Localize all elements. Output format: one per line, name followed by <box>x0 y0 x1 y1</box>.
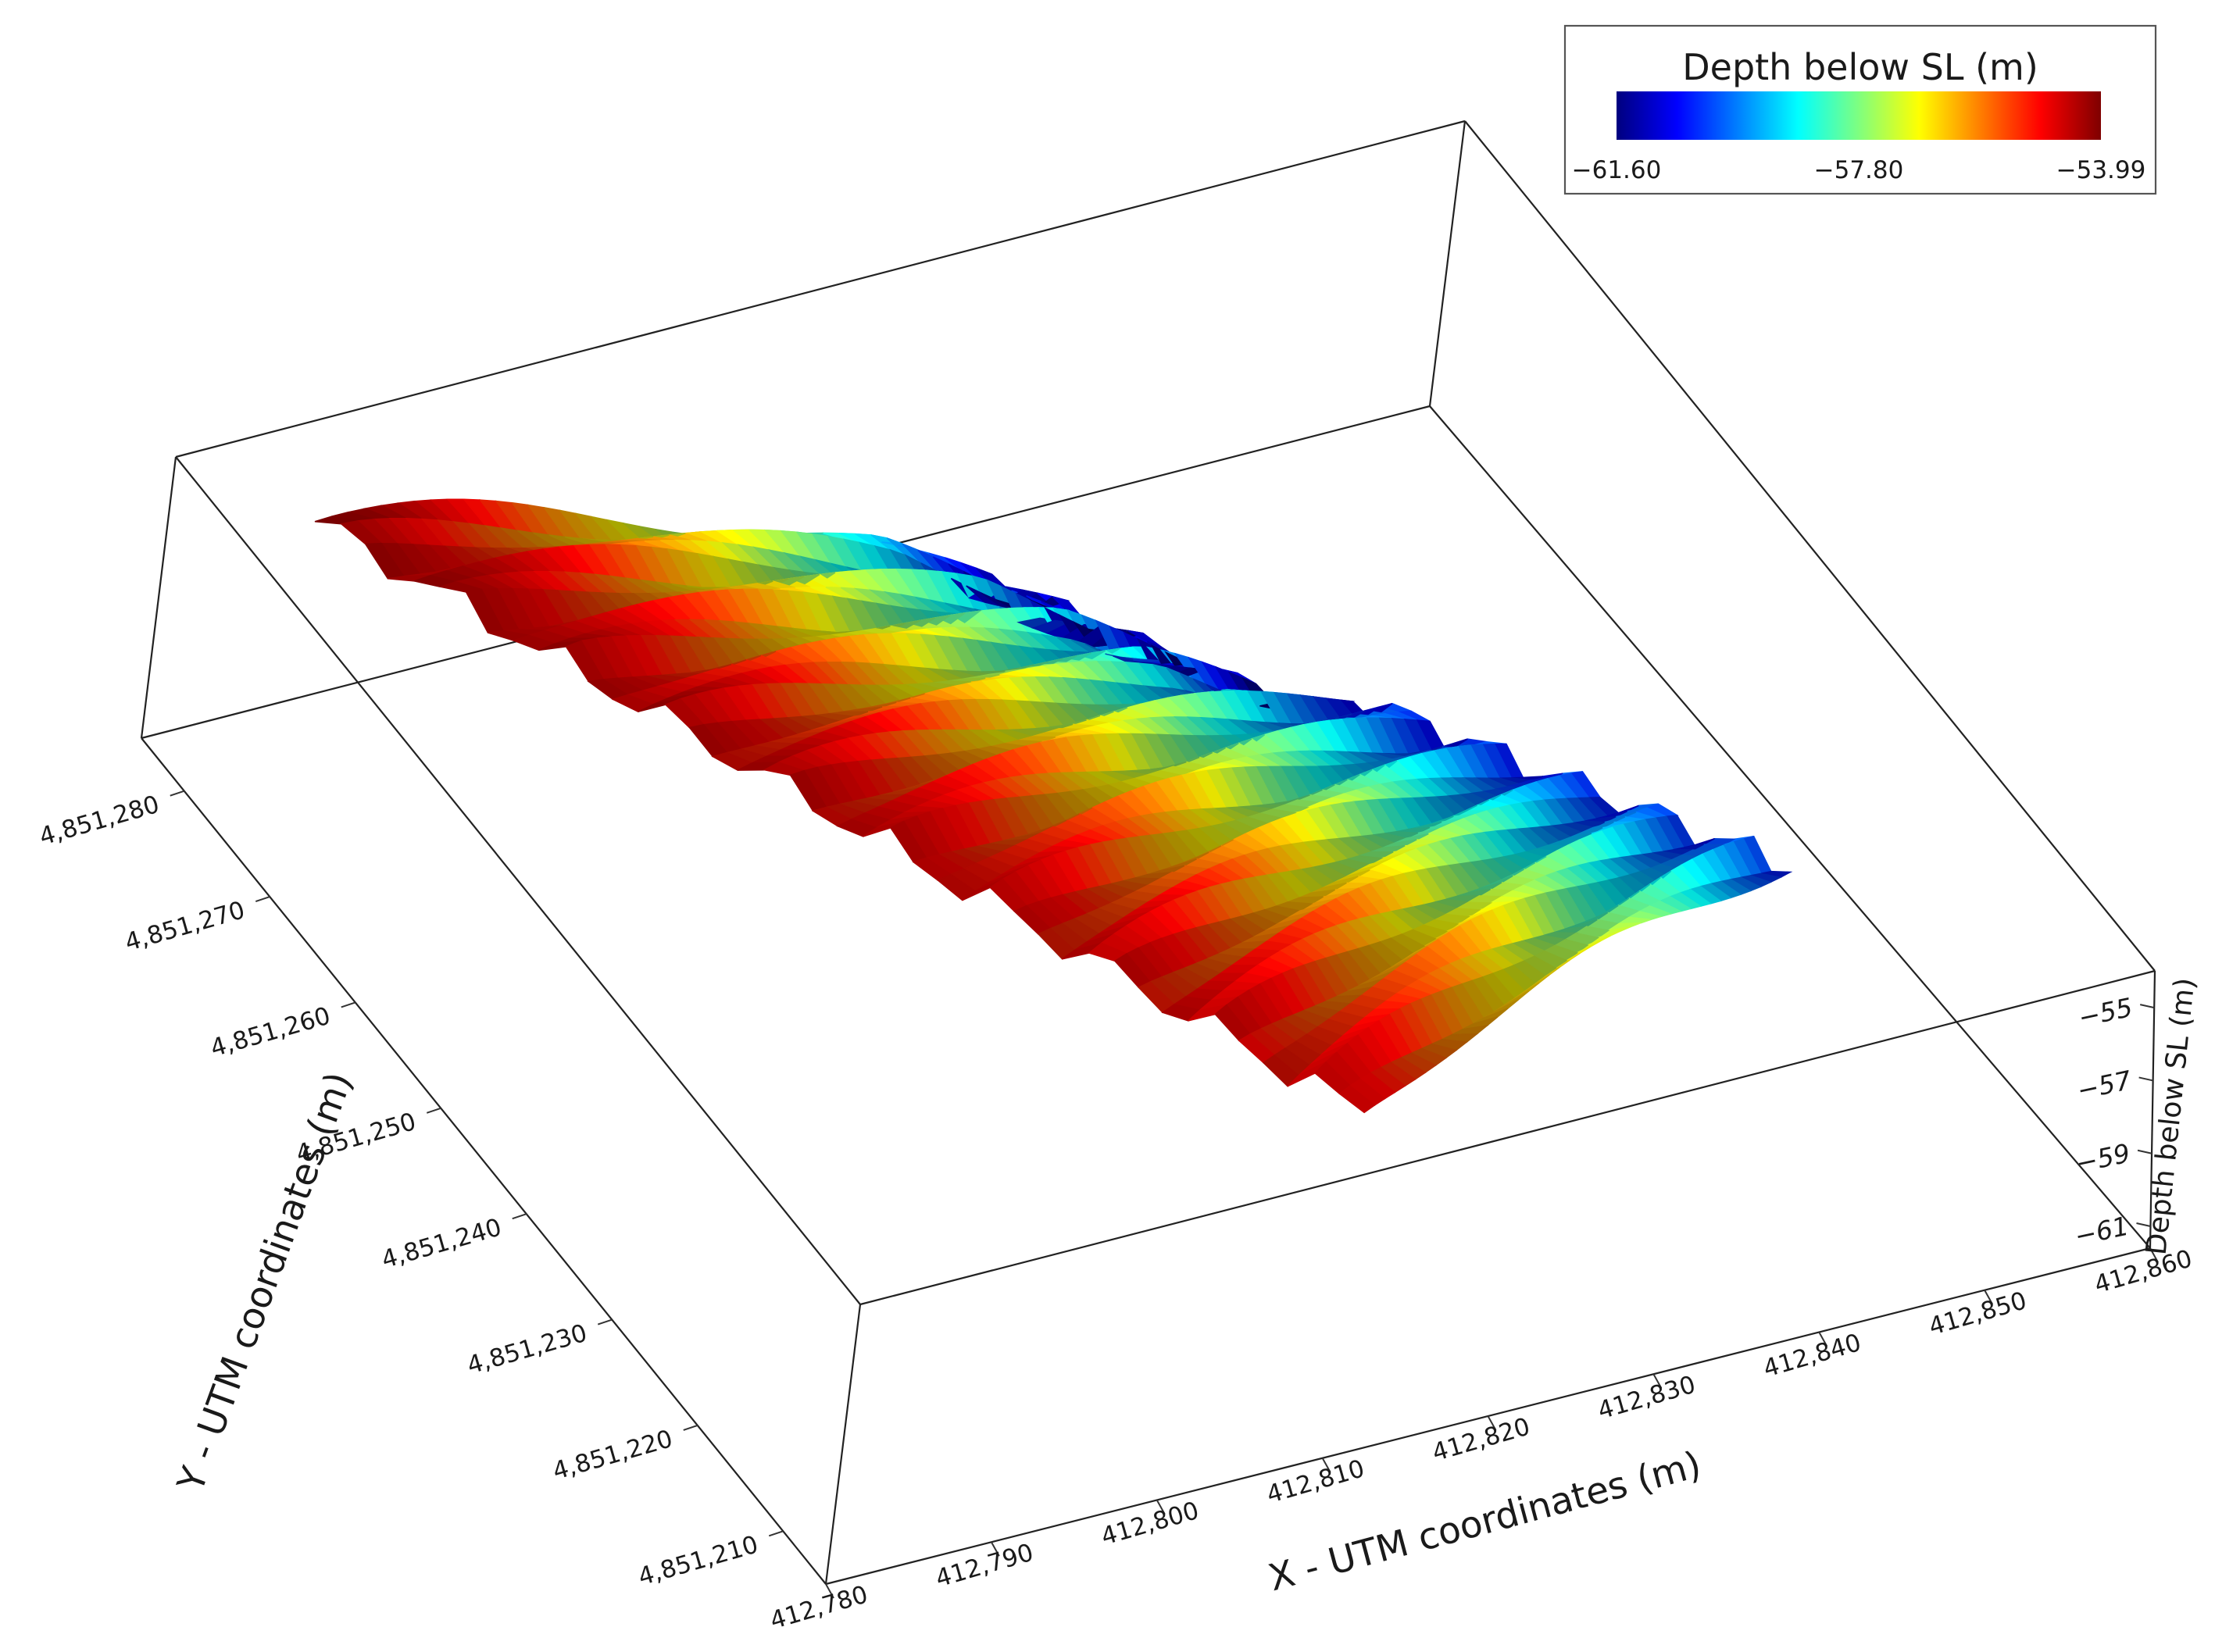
y-tick-mark <box>341 1001 356 1008</box>
z-tick-label: −55 <box>2076 992 2135 1033</box>
y-tick-mark <box>683 1424 698 1431</box>
y-tick-mark <box>512 1213 527 1220</box>
y-axis: 4,851,210 4,851,220 4,851,230 4,851,240 4,85… <box>36 790 784 1591</box>
legend-title: Depth below SL (m) <box>1682 46 2038 88</box>
x-tick-label: 412,830 <box>1595 1371 1699 1425</box>
colorbar-min-label: −61.60 <box>1572 156 1662 184</box>
colorbar-gradient <box>1617 91 2101 140</box>
x-tick-label: 412,810 <box>1263 1454 1367 1509</box>
frame-edge <box>175 456 861 1305</box>
y-tick-label: 4,851,220 <box>549 1425 676 1486</box>
frame-edge <box>2149 970 2156 1249</box>
y-tick-label: 4,851,280 <box>36 790 163 851</box>
colorbar-legend: Depth below SL (m) −61.60 −57.80 −53.99 <box>1563 24 2157 195</box>
y-tick-mark <box>255 896 270 903</box>
z-tick-label: −61 <box>2072 1211 2131 1252</box>
frame-edge <box>141 737 827 1585</box>
y-tick-label: 4,851,240 <box>378 1213 505 1274</box>
x-tick-mark <box>1652 1373 1663 1389</box>
colorbar-mid-label: −57.80 <box>1814 156 1904 184</box>
frame-edge <box>859 969 2156 1306</box>
x-axis: 412,780 412,790 412,800 412,810 412,820 412,8… <box>767 1244 2195 1635</box>
frame-edge <box>1428 120 1467 407</box>
y-tick-mark <box>597 1318 613 1326</box>
x-tick-mark <box>825 1583 834 1599</box>
x-tick-label: 412,820 <box>1429 1412 1533 1467</box>
x-tick-label: 412,780 <box>767 1580 871 1635</box>
x-tick-label: 412,850 <box>1926 1286 2030 1341</box>
x-tick-mark <box>1984 1290 1993 1305</box>
z-axis: −61 −59 −57 −55 Depth below SL (m) <box>2072 976 2202 1257</box>
surface-cell <box>1338 1085 1376 1114</box>
frame-edge <box>1429 405 2151 1249</box>
x-tick-label: 412,840 <box>1760 1329 1864 1383</box>
frame-edge <box>140 456 177 739</box>
x-tick-label: 412,790 <box>933 1539 1037 1593</box>
z-tick-mark <box>2136 1222 2151 1227</box>
y-tick-label: 4,851,230 <box>464 1319 591 1380</box>
y-tick-label: 4,851,260 <box>207 1002 334 1063</box>
x-tick-mark <box>1487 1415 1497 1431</box>
bounding-box-front <box>141 456 2156 1586</box>
z-tick-mark <box>2138 1076 2153 1082</box>
x-tick-mark <box>2149 1247 2159 1263</box>
x-tick-mark <box>1156 1500 1166 1515</box>
y-tick-label: 4,851,210 <box>635 1530 762 1591</box>
x-tick-label: 412,800 <box>1098 1497 1202 1551</box>
x-tick-mark <box>1818 1332 1828 1347</box>
z-tick-mark <box>2139 1004 2155 1009</box>
z-axis-title: Depth below SL (m) <box>2141 976 2202 1257</box>
y-tick-label: 4,851,270 <box>122 896 248 957</box>
frame-edge <box>175 120 1466 458</box>
colorbar-max-label: −53.99 <box>2056 156 2146 184</box>
y-tick-mark <box>170 790 185 797</box>
y-tick-mark <box>426 1107 441 1114</box>
y-axis-title: Y - UTM coordinates (m) <box>169 1067 361 1498</box>
frame-edge <box>824 1304 862 1585</box>
z-tick-label: −57 <box>2074 1065 2134 1106</box>
x-tick-mark <box>1321 1458 1331 1473</box>
y-tick-mark <box>768 1530 784 1537</box>
z-tick-label: −59 <box>2073 1137 2132 1179</box>
x-tick-mark <box>991 1541 1000 1557</box>
frame-edge <box>1464 120 2156 972</box>
z-tick-mark <box>2137 1149 2152 1154</box>
bathymetry-surface <box>314 498 1793 1114</box>
